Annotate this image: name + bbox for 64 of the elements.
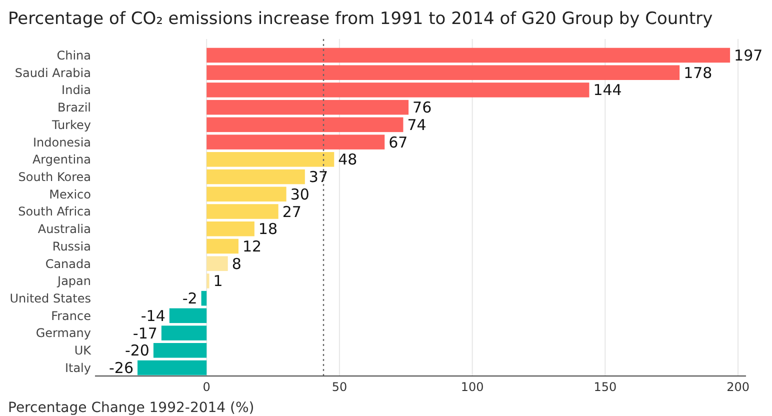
y-tick-label: Mexico	[49, 187, 91, 202]
data-label: 37	[308, 168, 328, 186]
data-label: 8	[232, 254, 242, 273]
bar	[206, 134, 385, 150]
bar	[206, 100, 409, 115]
y-tick-label: China	[56, 48, 91, 62]
y-tick-label: Saudi Arabia	[14, 66, 91, 80]
data-label: 12	[242, 237, 262, 256]
y-tick-label: Germany	[36, 326, 91, 340]
x-tick-label: 150	[594, 380, 617, 394]
data-label: -2	[182, 290, 198, 308]
x-axis-title: Percentage Change 1992-2014 (%)	[8, 400, 254, 416]
data-label: 74	[407, 116, 426, 134]
bar	[206, 256, 228, 271]
bar	[206, 186, 286, 202]
data-label: 30	[290, 185, 310, 204]
data-label: 67	[388, 133, 408, 152]
data-label: 18	[258, 220, 278, 238]
bar	[169, 308, 207, 324]
data-label: 178	[684, 64, 712, 82]
y-tick-label: Turkey	[50, 118, 91, 132]
bar	[206, 82, 590, 98]
bar	[206, 238, 238, 254]
x-tick-label: 100	[460, 380, 484, 394]
bar	[206, 117, 404, 132]
data-label: 1	[213, 272, 223, 290]
data-label: 144	[593, 81, 622, 100]
bar	[206, 152, 334, 167]
data-label: 197	[734, 46, 763, 64]
bar	[206, 48, 730, 63]
y-tick-label: South Korea	[18, 170, 91, 184]
y-tick-label: Brazil	[58, 100, 91, 115]
bar	[206, 204, 278, 219]
data-label: -17	[132, 324, 158, 342]
data-label: -26	[109, 359, 134, 378]
bar	[206, 169, 305, 184]
y-tick-label: India	[62, 83, 91, 98]
y-tick-label: Australia	[38, 222, 91, 236]
x-tick-label: 50	[332, 380, 348, 394]
bar	[201, 290, 207, 306]
data-label: -20	[124, 342, 150, 360]
y-tick-label: United States	[10, 292, 91, 306]
data-label: -14	[140, 306, 166, 325]
bar	[206, 274, 210, 288]
y-tick-label: France	[51, 308, 91, 323]
y-tick-label: Japan	[56, 274, 91, 288]
y-tick-label: Indonesia	[32, 135, 91, 150]
data-label: 27	[282, 202, 302, 221]
x-tick-label: 200	[726, 380, 750, 394]
data-label: 48	[338, 150, 358, 169]
data-label: 76	[412, 98, 432, 117]
y-tick-label: UK	[74, 344, 92, 358]
y-tick-label: Russia	[52, 239, 91, 254]
y-tick-label: Canada	[45, 256, 91, 271]
chart-title: Percentage of CO₂ emissions increase from 1991 to 2014 of G20 Group by Country	[8, 9, 713, 29]
y-tick-label: South Africa	[18, 204, 91, 219]
x-tick-label: 0	[202, 380, 210, 394]
bar	[153, 343, 207, 358]
bar	[161, 326, 207, 340]
y-tick-label: Italy	[64, 360, 91, 375]
bar	[138, 360, 207, 376]
y-tick-label: Argentina	[32, 152, 91, 167]
bar	[206, 65, 680, 80]
bar	[206, 221, 254, 236]
